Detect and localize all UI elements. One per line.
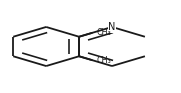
Text: N: N [108,22,116,32]
Text: CH₃: CH₃ [96,28,111,37]
Text: CH₃: CH₃ [96,56,111,65]
